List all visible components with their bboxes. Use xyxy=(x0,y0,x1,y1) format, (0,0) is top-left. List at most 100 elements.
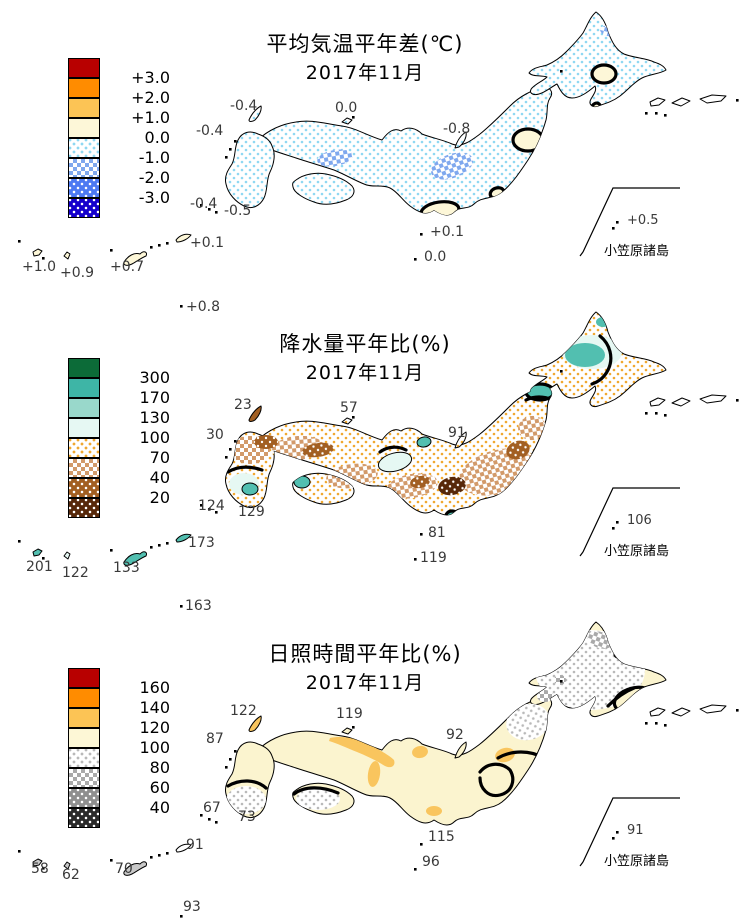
map-value-label: 119 xyxy=(420,550,447,566)
legend-label: 120 xyxy=(139,718,170,737)
ogasawara-inset-lines xyxy=(579,187,680,257)
legend-swatch xyxy=(68,768,100,788)
tsushima-landmass xyxy=(248,715,262,732)
map-value-label: 96 xyxy=(422,854,440,870)
ogasawara-label: 小笠原諸島 xyxy=(604,854,670,869)
legend-swatch xyxy=(68,378,100,398)
climate-region-patch xyxy=(430,152,474,180)
panel-subtitle: 2017年11月 xyxy=(305,362,425,384)
sado-landmass xyxy=(454,431,467,449)
contour-line xyxy=(292,786,340,796)
climate-region-patch xyxy=(226,786,266,814)
map-value-label: 163 xyxy=(185,598,212,614)
legend-label: 40 xyxy=(149,468,170,487)
legend-swatch xyxy=(68,788,100,808)
climate-region-patch xyxy=(329,736,395,768)
map-value-label: 87 xyxy=(206,731,224,747)
islC-landmass xyxy=(63,251,71,260)
climate-region-patch xyxy=(317,149,353,167)
legend-swatch xyxy=(68,748,100,768)
sado-landmass xyxy=(454,741,467,759)
map-value-label: 173 xyxy=(188,535,215,551)
climate-region-patch xyxy=(293,475,311,489)
sado-landmass xyxy=(454,131,467,149)
map-value-label: 119 xyxy=(336,706,363,722)
climate-region-patch xyxy=(438,476,466,496)
oki-landmass xyxy=(341,417,353,425)
map-value-label: -0.4 xyxy=(230,98,258,114)
map-value-label: +0.7 xyxy=(110,259,144,275)
legend-swatch xyxy=(68,498,100,518)
map-value-label: 124 xyxy=(198,498,225,514)
map-value-label: +0.9 xyxy=(60,265,94,281)
okinawa-landmass xyxy=(123,251,147,266)
honshu-landmass xyxy=(256,697,553,826)
climate-region-patch xyxy=(506,703,550,741)
ogasawara-inset-lines xyxy=(579,797,680,867)
map-value-label: +0.1 xyxy=(190,235,224,251)
map-value-label: 23 xyxy=(234,397,252,413)
map-value-label: 133 xyxy=(113,560,140,576)
islB-landmass xyxy=(32,248,43,257)
legend-swatch xyxy=(68,668,100,688)
contour-line xyxy=(478,762,515,798)
climate-region-patch xyxy=(506,440,530,460)
panel-title: 日照時間平年比(%) xyxy=(268,642,462,666)
map-value-label: 201 xyxy=(26,559,53,575)
map-value-label: +0.1 xyxy=(430,224,464,240)
map-value-label: 57 xyxy=(340,400,358,416)
legend-label: +2.0 xyxy=(131,88,170,107)
climate-region-patch xyxy=(426,806,442,816)
kuril3-landmass xyxy=(699,394,727,404)
legend-swatch xyxy=(68,178,100,198)
legend-label: +1.0 xyxy=(131,108,170,127)
legend-swatch xyxy=(68,118,100,138)
islet-dots xyxy=(18,70,739,308)
legend-swatch xyxy=(68,138,100,158)
legend-swatch xyxy=(68,688,100,708)
panel-precipitation-ratio: 降水量平年比(%) 2017年11月 300 170 130 100 70 40 20 23… xyxy=(0,300,750,614)
map-value-label: 62 xyxy=(62,867,80,883)
okinawa-landmass xyxy=(123,551,147,566)
panel-title: 平均気温平年差(℃) xyxy=(266,32,464,56)
legend-label: -3.0 xyxy=(138,188,170,207)
ogasawara-label: 小笠原諸島 xyxy=(604,244,670,259)
oki-landmass xyxy=(341,727,353,735)
kuril3-landmass xyxy=(699,704,727,714)
kuril2-landmass xyxy=(671,397,691,407)
oki-landmass xyxy=(341,117,353,125)
contour-line xyxy=(590,334,613,386)
legend-label: 60 xyxy=(149,778,170,797)
climate-region-patch xyxy=(410,475,430,489)
color-scale-legend: +3.0 +2.0 +1.0 0.0 -1.0 -2.0 -3.0 xyxy=(68,58,170,218)
legend-swatch xyxy=(68,458,100,478)
japan-map-temperature xyxy=(0,0,750,310)
climate-region-patch xyxy=(326,463,378,489)
panel-temperature-anomaly: 平均気温平年差(℃) 2017年11月 +3.0 +2.0 +1.0 0.0 -1.0-… xyxy=(0,0,750,314)
ogasawara-value: +0.5 xyxy=(627,213,659,228)
kuril3-landmass xyxy=(699,94,727,104)
legend-swatch xyxy=(68,158,100,178)
legend-label: -1.0 xyxy=(138,148,170,167)
map-value-label: 58 xyxy=(31,861,49,877)
map-value-label: -0.8 xyxy=(443,121,471,137)
legend-label: 130 xyxy=(139,408,170,427)
panel-sunshine-ratio: 日照時間平年比(%) 2017年11月 160 140 120 100 80 60 40 1… xyxy=(0,610,750,920)
japan-map-svg xyxy=(18,11,739,308)
map-value-label: 122 xyxy=(230,703,257,719)
climate-region-patch xyxy=(377,451,413,473)
climate-region-patch xyxy=(416,436,432,448)
hokkaido-landmass xyxy=(528,11,667,107)
kuril1-landmass xyxy=(649,707,666,717)
map-value-label: 91 xyxy=(448,425,466,441)
legend-swatch xyxy=(68,708,100,728)
legend-swatch xyxy=(68,198,100,218)
panel-title: 降水量平年比(%) xyxy=(279,332,451,356)
map-value-label: 91 xyxy=(186,837,204,853)
legend-label: -2.0 xyxy=(138,168,170,187)
ogasawara-inset-lines xyxy=(579,487,680,557)
legend-label: 160 xyxy=(139,678,170,697)
japan-map-svg xyxy=(18,621,739,918)
legend-swatch xyxy=(68,78,100,98)
contour-line xyxy=(226,779,268,790)
